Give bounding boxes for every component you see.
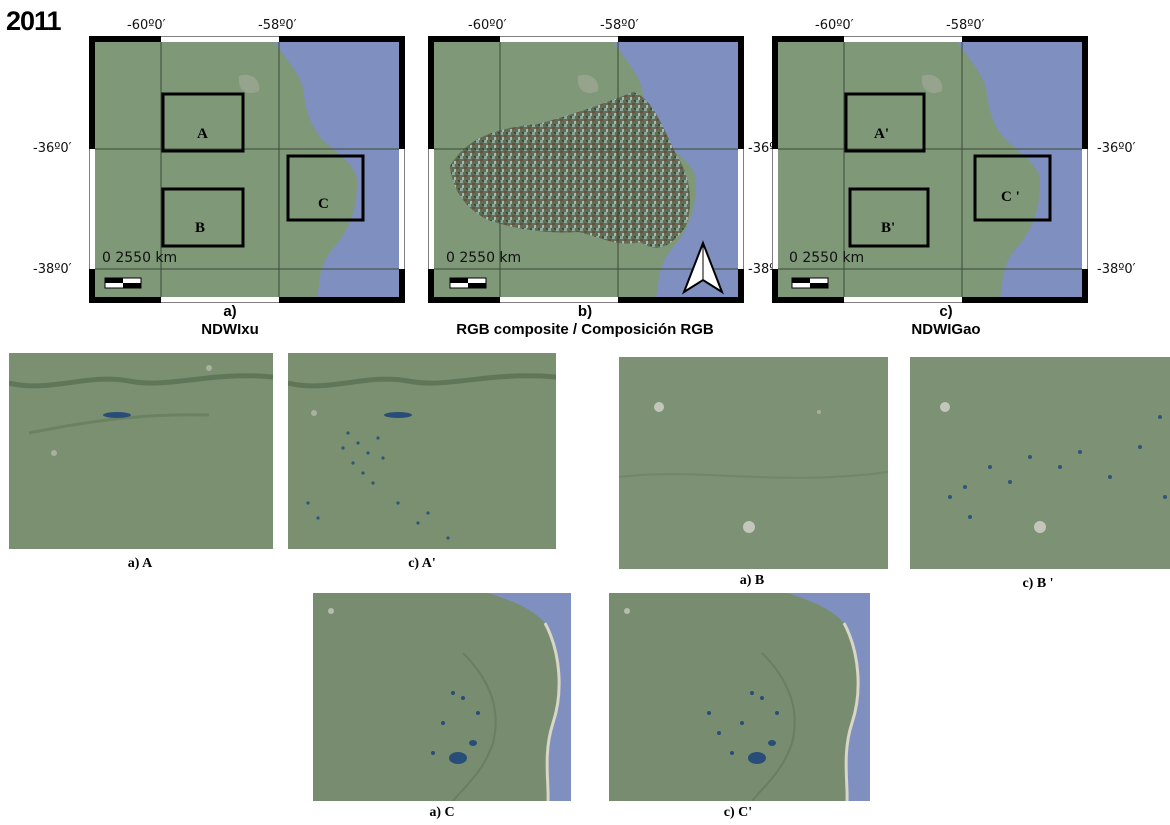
lon-tick-label: -60º0′ xyxy=(468,18,507,33)
lat-tick-label: -38º0′ xyxy=(33,262,72,277)
map-title: NDWIGao xyxy=(911,321,981,338)
tile-caption: c) A' xyxy=(408,556,436,571)
north-arrow-icon xyxy=(681,240,725,295)
lon-tick-label: -58º0′ xyxy=(946,18,985,33)
scale-label: 0 2550 km xyxy=(789,250,865,266)
box-label-b-prime: B' xyxy=(881,220,896,236)
lat-tick-label: -38º xyxy=(748,262,776,277)
scale-label: 0 2550 km xyxy=(446,250,522,266)
map-letter: c) xyxy=(939,303,953,320)
map-letter: b) xyxy=(577,303,593,320)
detail-tile-c-prime xyxy=(609,593,870,801)
year-label: 2011 xyxy=(6,6,62,36)
tile-caption: a) A xyxy=(127,556,153,571)
lat-tick-label: -36º0′ xyxy=(1097,141,1136,156)
map-c xyxy=(772,36,1088,303)
map-letter: a) xyxy=(223,303,237,320)
tile-caption: a) B xyxy=(739,573,765,588)
box-label-b: B xyxy=(195,220,206,236)
lon-tick-label: -58º0′ xyxy=(258,18,297,33)
map-b xyxy=(428,36,744,303)
lon-tick-label: -60º0′ xyxy=(127,18,166,33)
lon-tick-label: -58º0′ xyxy=(600,18,639,33)
map-title: NDWIxu xyxy=(201,321,259,338)
box-label-a-prime: A' xyxy=(874,126,889,142)
lat-tick-label: -36º xyxy=(748,141,776,156)
map-a xyxy=(89,36,405,303)
tile-caption: a) C xyxy=(429,805,455,820)
box-label-c-prime: C ' xyxy=(1001,189,1020,205)
map-title: RGB composite / Composición RGB xyxy=(456,321,714,338)
box-label-a: A xyxy=(197,126,208,142)
box-label-c: C xyxy=(318,196,329,212)
tile-caption: c) B ' xyxy=(1022,576,1054,591)
detail-tile-a xyxy=(9,353,273,549)
detail-tile-b xyxy=(619,357,888,569)
lat-tick-label: -38º0′ xyxy=(1097,262,1136,277)
detail-tile-c xyxy=(313,593,571,801)
lat-tick-label: -36º0′ xyxy=(33,141,72,156)
lon-tick-label: -60º0′ xyxy=(815,18,854,33)
detail-tile-a-prime xyxy=(288,353,556,549)
detail-tile-b-prime xyxy=(910,357,1170,569)
scale-label: 0 2550 km xyxy=(102,250,178,266)
tile-caption: c) C' xyxy=(723,805,753,820)
